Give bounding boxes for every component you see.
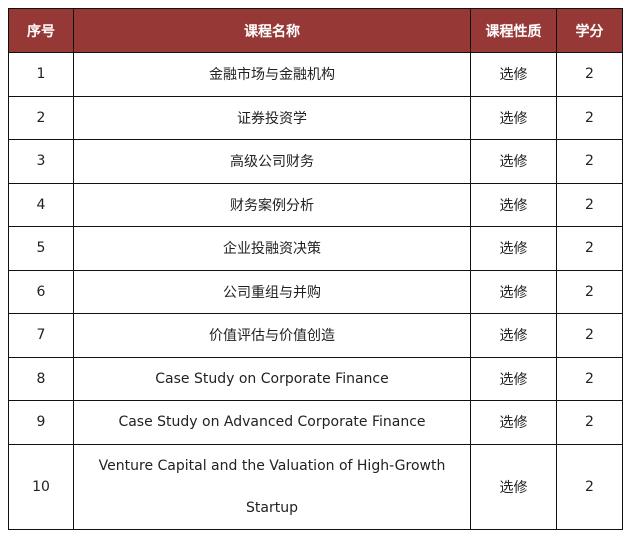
- row-number: 10: [8, 443, 74, 530]
- table-row: 8 Case Study on Corporate Finance 选修 2: [8, 356, 623, 401]
- row-number: 6: [8, 269, 74, 314]
- course-table: 序号 课程名称 课程性质 学分 1 金融市场与金融机构 选修 2 2 证券投资学 选修 2 3 高…: [8, 8, 623, 530]
- course-name: 财务案例分析: [73, 182, 471, 227]
- row-number: 1: [8, 52, 74, 97]
- header-credit: 学分: [556, 8, 623, 53]
- table-row: 3 高级公司财务 选修 2: [8, 139, 623, 184]
- credit: 2: [556, 356, 623, 401]
- row-number: 9: [8, 400, 74, 445]
- table-row: 2 证券投资学 选修 2: [8, 95, 623, 140]
- credit: 2: [556, 443, 623, 530]
- course-name: Case Study on Corporate Finance: [73, 356, 471, 401]
- table-row: 7 价值评估与价值创造 选修 2: [8, 313, 623, 358]
- credit: 2: [556, 313, 623, 358]
- course-name: Venture Capital and the Valuation of Hig…: [73, 443, 471, 530]
- credit: 2: [556, 182, 623, 227]
- credit: 2: [556, 52, 623, 97]
- course-type: 选修: [470, 443, 557, 530]
- table-row: 4 财务案例分析 选修 2: [8, 182, 623, 227]
- credit: 2: [556, 139, 623, 184]
- course-name: Case Study on Advanced Corporate Finance: [73, 400, 471, 445]
- row-number: 8: [8, 356, 74, 401]
- course-name: 金融市场与金融机构: [73, 52, 471, 97]
- row-number: 5: [8, 226, 74, 271]
- credit: 2: [556, 226, 623, 271]
- course-type: 选修: [470, 400, 557, 445]
- row-number: 4: [8, 182, 74, 227]
- table-row: 6 公司重组与并购 选修 2: [8, 269, 623, 314]
- course-type: 选修: [470, 269, 557, 314]
- header-course-name: 课程名称: [73, 8, 471, 53]
- course-name: 高级公司财务: [73, 139, 471, 184]
- header-course-type: 课程性质: [470, 8, 557, 53]
- table-row: 1 金融市场与金融机构 选修 2: [8, 52, 623, 97]
- credit: 2: [556, 95, 623, 140]
- course-type: 选修: [470, 52, 557, 97]
- course-type: 选修: [470, 313, 557, 358]
- course-type: 选修: [470, 139, 557, 184]
- course-name: 企业投融资决策: [73, 226, 471, 271]
- table-row: 9 Case Study on Advanced Corporate Financ…: [8, 400, 623, 445]
- row-number: 3: [8, 139, 74, 184]
- row-number: 7: [8, 313, 74, 358]
- header-row: 序号 课程名称 课程性质 学分: [8, 8, 623, 53]
- course-name: 公司重组与并购: [73, 269, 471, 314]
- course-name: 价值评估与价值创造: [73, 313, 471, 358]
- table-row: 10 Venture Capital and the Valuation of H…: [8, 443, 623, 530]
- credit: 2: [556, 269, 623, 314]
- credit: 2: [556, 400, 623, 445]
- course-type: 选修: [470, 95, 557, 140]
- header-no: 序号: [8, 8, 74, 53]
- table-row: 5 企业投融资决策 选修 2: [8, 226, 623, 271]
- course-type: 选修: [470, 226, 557, 271]
- course-type: 选修: [470, 182, 557, 227]
- course-type: 选修: [470, 356, 557, 401]
- course-name: 证券投资学: [73, 95, 471, 140]
- row-number: 2: [8, 95, 74, 140]
